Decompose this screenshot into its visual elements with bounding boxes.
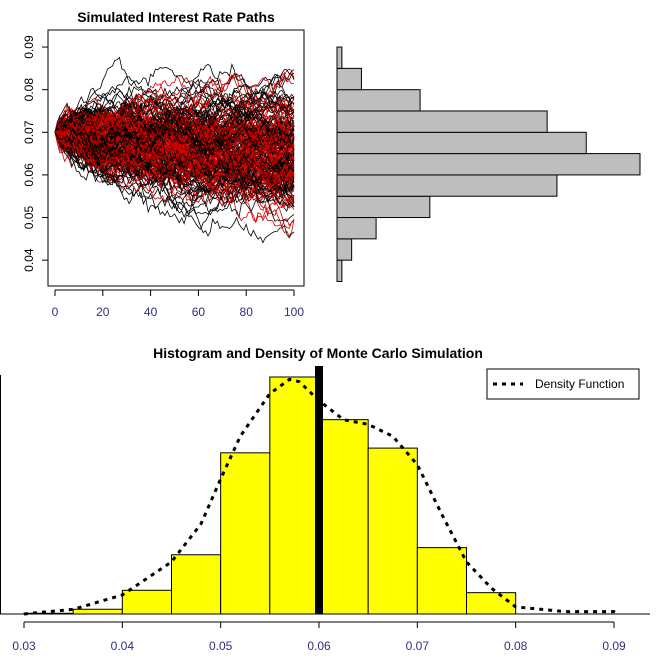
path-line [54,106,295,151]
path-line [54,113,295,150]
path-line [54,132,295,228]
path-line [54,119,295,185]
path-line [54,122,295,165]
side-histogram-bar [336,238,353,261]
paths-y-tick-label: 0.06 [22,163,36,187]
paths-x-axis: 0 20 40 60 80 100 [52,289,304,319]
paths-x-tick-label: 100 [284,305,304,319]
paths-y-tick-label: 0.08 [22,78,36,102]
paths-x-tick-label: 40 [144,305,158,319]
legend-density-label: Density Function [535,377,624,391]
path-line [54,93,295,158]
path-line [54,131,295,178]
paths-title: Simulated Interest Rate Paths [77,9,275,25]
mc-histogram-bar [220,452,271,615]
mc-x-tick-label: 0.07 [406,639,430,653]
mc-x-tick-label: 0.04 [111,639,135,653]
path-line [54,56,295,133]
path-line [54,116,295,201]
side-histogram-bars [336,46,641,282]
mc-histogram-panel: Histogram and Density of Monte Carlo Sim… [0,345,650,653]
side-histogram-bar [336,153,641,176]
path-line [54,89,295,150]
path-line [54,132,295,204]
paths-y-axis: 0.04 0.05 0.06 0.07 0.08 0.09 [22,35,49,272]
paths-x-tick-label: 0 [52,305,59,319]
side-histogram-bar [336,259,343,282]
path-line [54,125,295,185]
paths-x-tick-label: 60 [192,305,206,319]
mc-histogram-bars [23,376,517,615]
mc-x-tick-label: 0.08 [504,639,528,653]
mc-histogram-bar [466,592,517,615]
mc-x-axis: 0.03 0.04 0.05 0.06 0.07 0.08 0.09 [12,621,626,653]
side-histogram-bar [336,89,421,112]
side-histogram-bar [336,46,343,69]
mc-histogram-bar [171,554,222,615]
mc-x-tick-label: 0.03 [12,639,36,653]
mc-histogram-title: Histogram and Density of Monte Carlo Sim… [153,345,483,361]
paths-y-tick-label: 0.05 [22,206,36,230]
mc-histogram-bar [416,547,468,615]
side-histogram-bar [336,67,362,91]
path-line [54,71,295,148]
density-curve [23,377,620,616]
legend: Density Function [486,368,640,400]
side-histogram-panel [336,46,641,282]
paths-x-tick-label: 20 [96,305,110,319]
side-histogram-bar [336,131,587,155]
path-line [54,113,295,208]
mc-x-tick-label: 0.09 [602,639,626,653]
mc-histogram-bar [121,589,173,615]
path-line [54,120,295,181]
mc-histogram-bar [269,376,320,615]
mc-histogram-bar [367,447,418,615]
paths-y-tick-label: 0.07 [22,120,36,144]
path-line [54,99,295,151]
paths-y-tick-label: 0.04 [22,248,36,272]
mc-histogram-bar [318,419,369,615]
path-line [54,113,295,165]
paths-x-tick-label: 80 [240,305,254,319]
path-line [54,123,295,192]
path-line [54,69,295,138]
side-histogram-bar [336,217,377,240]
paths-y-tick-label: 0.09 [22,35,36,59]
mc-x-tick-label: 0.05 [209,639,233,653]
mc-x-tick-label: 0.06 [307,639,331,653]
paths-lines [54,56,295,244]
side-histogram-bar [336,174,558,197]
path-line [54,122,295,176]
mc-histogram-bar [72,608,123,615]
side-histogram-bar [336,195,431,219]
path-line [54,132,295,205]
paths-panel: Simulated Interest Rate Paths 0 20 40 60 80 1… [22,9,305,319]
side-histogram-bar [336,110,548,133]
path-line [54,105,295,187]
